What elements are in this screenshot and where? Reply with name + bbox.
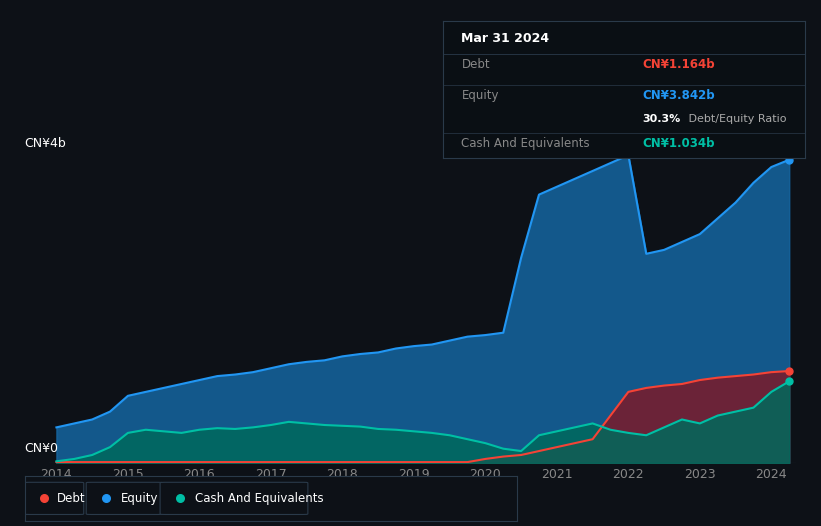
Point (782, 377, 796, 386)
Text: CN¥3.842b: CN¥3.842b (642, 89, 714, 103)
FancyBboxPatch shape (160, 482, 308, 514)
Text: CN¥0: CN¥0 (25, 442, 58, 455)
Text: Debt: Debt (461, 58, 490, 71)
Text: CN¥4b: CN¥4b (25, 137, 67, 150)
Text: Debt: Debt (57, 492, 85, 505)
FancyBboxPatch shape (86, 482, 163, 514)
Text: Equity: Equity (461, 89, 499, 103)
Point (38, 494, 51, 503)
Point (782, 367, 796, 375)
Text: Cash And Equivalents: Cash And Equivalents (461, 137, 590, 150)
Text: Debt/Equity Ratio: Debt/Equity Ratio (686, 114, 787, 124)
Text: 30.3%: 30.3% (642, 114, 681, 124)
Text: CN¥1.164b: CN¥1.164b (642, 58, 714, 71)
Point (173, 494, 186, 503)
Point (782, 156, 796, 164)
Text: Cash And Equivalents: Cash And Equivalents (195, 492, 323, 505)
Text: CN¥1.034b: CN¥1.034b (642, 137, 714, 150)
FancyBboxPatch shape (25, 482, 84, 514)
Point (99, 494, 112, 503)
Text: Mar 31 2024: Mar 31 2024 (461, 32, 549, 45)
Text: Equity: Equity (121, 492, 158, 505)
